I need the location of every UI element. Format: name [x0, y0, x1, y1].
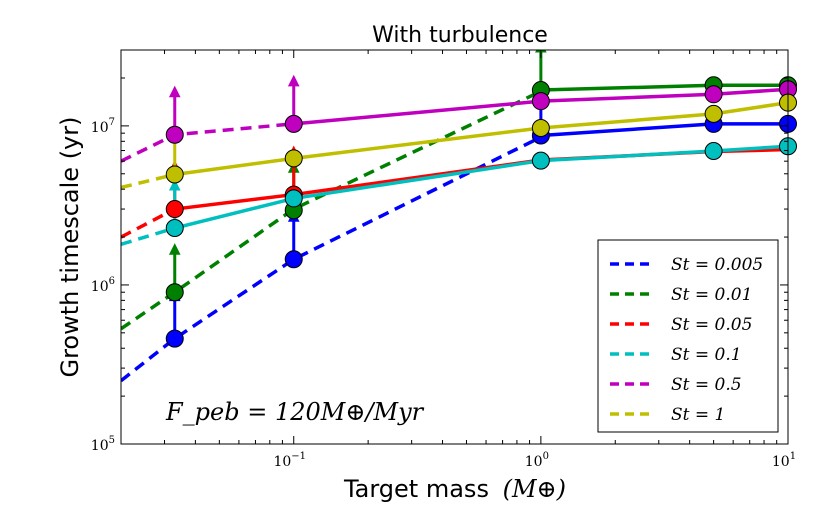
data-point-st-1 [165, 165, 184, 184]
data-point-st-0_01 [165, 283, 184, 302]
x-tick-label-base: 10 [772, 454, 790, 470]
y-tick-label-exponent: 5 [109, 435, 115, 446]
x-axis-label-text: Target mass [343, 475, 489, 503]
x-axis-label: Target mass (M⊕) [343, 475, 566, 503]
lower-limit-arrow-head-st-0_5 [168, 85, 181, 98]
series-dashed-line-st-0_1 [121, 226, 176, 247]
x-tick-label: 101 [772, 451, 796, 470]
data-point-st-0_05 [165, 200, 184, 219]
data-point-st-1 [704, 104, 723, 123]
y-tick-label-base: 10 [91, 279, 109, 295]
x-tick-label-exponent: 0 [543, 451, 549, 462]
series-solid-line-st-0_1 [174, 144, 788, 230]
x-tick-label-base: 10 [273, 454, 291, 470]
data-point-st-0_1 [284, 189, 303, 208]
legend-label-st-0_005: St = 0.005 [671, 255, 763, 275]
legend: St = 0.005 St = 0.01 St = 0.05 St = 0.1 St =… [597, 239, 779, 433]
data-point-st-0_5 [531, 92, 550, 111]
data-point-st-0_1 [531, 151, 550, 170]
series-solid-line-st-0_01 [540, 83, 788, 92]
plot-frame [120, 49, 789, 445]
series-solid-line-st-0_05 [174, 147, 788, 211]
y-tick-label-base: 10 [91, 438, 109, 454]
series-dashed-line-st-0_5 [121, 122, 294, 163]
data-point-st-0_5 [284, 114, 303, 133]
pebble-flux-annotation: F_peb = 120M⊕/Myr [165, 398, 425, 426]
x-tick-label-base: 10 [525, 454, 543, 470]
x-tick-label-exponent: 1 [790, 451, 796, 462]
lower-limit-arrow-head-st-0_01 [168, 243, 181, 255]
y-tick-label-exponent: 6 [109, 276, 115, 287]
data-point-st-0_005 [284, 250, 303, 269]
lower-limit-arrow-head-st-0_1 [168, 178, 181, 191]
x-tick-label: 10−1 [273, 451, 306, 470]
legend-entries: St = 0.005 St = 0.01 St = 0.05 St = 0.1 St =… [610, 255, 763, 425]
y-axis-label: Growth timescale (yr) [56, 117, 84, 378]
y-tick-label: 105 [91, 435, 115, 454]
data-point-st-1 [531, 118, 550, 137]
legend-label-st-0_05: St = 0.05 [671, 315, 752, 335]
data-point-st-0_5 [704, 85, 723, 104]
x-axis-label-unit: (M⊕) [503, 475, 566, 503]
series-solid-line-st-1 [174, 100, 788, 177]
lower-limit-arrow-head-st-0_5 [287, 74, 300, 87]
y-tick-label-exponent: 7 [109, 117, 115, 128]
y-tick-label-base: 10 [91, 120, 109, 136]
data-point-st-0_005 [165, 329, 184, 348]
legend-label-st-0_01: St = 0.01 [671, 285, 752, 305]
chart-title: With turbulence [372, 23, 548, 48]
x-tick-label: 100 [525, 451, 549, 470]
series-dashed-line-st-1 [121, 172, 176, 190]
series-dashed-line-st-0_05 [121, 207, 176, 239]
legend-label-st-0_5: St = 0.5 [671, 375, 742, 395]
series-dashed-line-st-0_005 [121, 135, 542, 383]
y-tick-label: 106 [91, 276, 115, 295]
data-point-st-1 [284, 149, 303, 168]
data-point-st-0_1 [704, 142, 723, 161]
data-point-st-0_5 [165, 125, 184, 144]
x-tick-label-exponent: −1 [291, 451, 306, 462]
plot-area [121, 50, 797, 383]
legend-box [597, 239, 779, 433]
legend-label-st-1: St = 1 [671, 405, 725, 425]
legend-label-st-0_1: St = 0.1 [671, 345, 742, 365]
data-point-st-0_1 [165, 219, 184, 238]
y-tick-label: 107 [91, 117, 115, 136]
series-solid-line-st-0_5 [293, 87, 788, 126]
series-dashed-line-st-0_01 [121, 89, 542, 331]
